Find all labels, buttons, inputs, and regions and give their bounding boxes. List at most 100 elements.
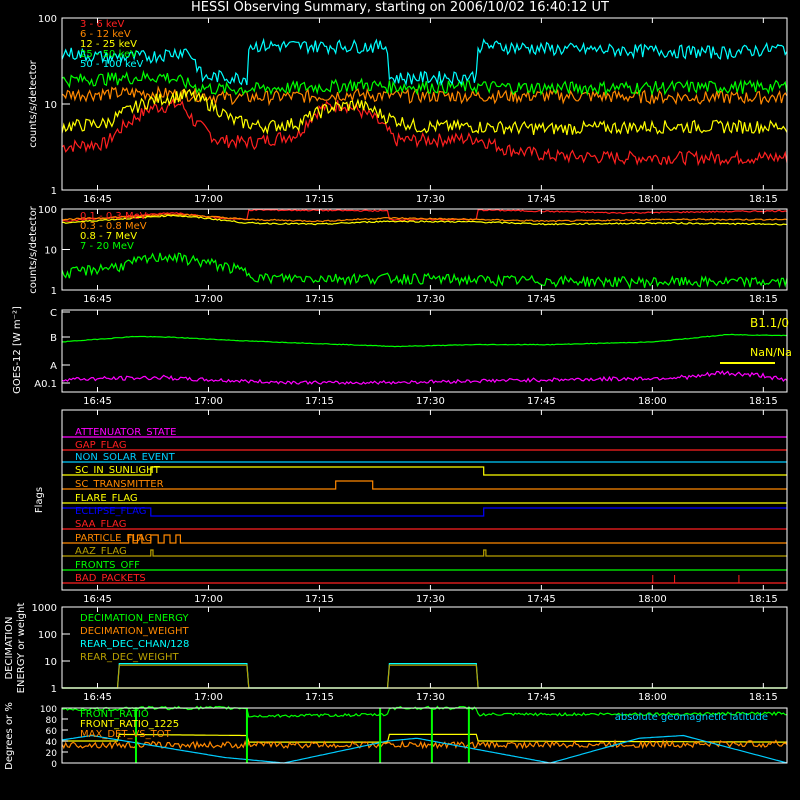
x-tick-label: 17:00	[194, 194, 223, 205]
x-tick-label: 18:15	[749, 594, 778, 605]
legend-entry: REAR_DEC_WEIGHT	[80, 652, 179, 663]
x-tick-label: 16:45	[83, 294, 112, 305]
legend-entry: 7 - 20 MeV	[80, 241, 134, 252]
legend-entry: 3 - 6 keV	[80, 19, 124, 30]
x-tick-label: 16:45	[83, 194, 112, 205]
series-line	[61, 213, 788, 223]
series-line	[61, 252, 788, 290]
x-tick-label: 18:15	[749, 692, 778, 703]
legend-entry: 12 - 25 keV	[80, 39, 137, 50]
panel-flags-time-axis: 16:45 17:00 17:15 17:30 17:45 18:00 18:15	[83, 410, 778, 605]
series-line	[62, 664, 787, 689]
panel-decimation-frame	[61, 606, 788, 689]
legend-entry: 50 - 100 keV	[80, 59, 144, 70]
legend-entry: 0.1 - 0.3 MeV	[80, 211, 147, 222]
y-tick-label: 1	[51, 186, 57, 197]
y-axis-label: counts/s/detector	[28, 205, 39, 293]
flag-label: AAZ_FLAG	[75, 546, 127, 557]
flag-label: FLARE_FLAG	[75, 493, 138, 504]
y-tick-label: 100	[38, 205, 57, 216]
series-line	[61, 734, 788, 764]
y-tick-label: A	[50, 361, 57, 372]
flag-label: BAD_PACKETS	[75, 573, 146, 584]
x-tick-label: 17:45	[527, 294, 556, 305]
y-tick-label: 0	[51, 760, 57, 770]
panel-decimation-time-axis: 16:45 17:00 17:15 17:30 17:45 18:00 18:15	[83, 607, 778, 703]
flag-label: SAA_FLAG	[75, 519, 126, 530]
legend-entry: DECIMATION_WEIGHT	[80, 626, 189, 637]
goes-class-label: B1.1/0	[750, 316, 789, 330]
legend-entry: FRONT_RATIO_1225	[80, 719, 179, 730]
series-line	[61, 88, 788, 136]
flag-line	[62, 534, 787, 544]
y-tick-label: 60	[46, 727, 58, 737]
panel-goes: A0.1 A B C	[34, 308, 788, 390]
panel-high-energy-time-axis: 16:45 17:00 17:15 17:30 17:45 18:00 18:15	[83, 209, 778, 305]
panel-flags-frame	[61, 409, 788, 591]
y-tick-label: 1	[51, 684, 57, 695]
legend-entry: FRONT_RATIO	[80, 709, 149, 720]
flag-line	[62, 466, 787, 476]
panel-goes-frame	[61, 309, 788, 393]
x-tick-label: 17:45	[527, 594, 556, 605]
x-tick-label: 17:00	[194, 594, 223, 605]
y-tick-label: A0.1	[34, 379, 57, 390]
x-tick-label: 17:30	[416, 294, 445, 305]
flag-label: ATTENUATOR_STATE	[75, 427, 176, 438]
x-tick-label: 17:15	[305, 294, 334, 305]
x-tick-label: 16:45	[83, 396, 112, 407]
series-line	[62, 333, 787, 348]
legend-entry: REAR_DEC_CHAN/128	[80, 639, 189, 650]
x-tick-label: 17:30	[416, 194, 445, 205]
y-axis-label: GOES-12 [W m⁻²]	[12, 306, 23, 394]
series-line	[61, 69, 788, 97]
flag-label: FRONTS_OFF	[75, 560, 140, 571]
y-axis-label: DECIMATION	[4, 616, 15, 679]
y-tick-label: 100	[38, 630, 57, 641]
y-tick-label: 10	[44, 100, 57, 111]
y-tick-label: 10	[44, 657, 57, 668]
x-tick-label: 17:15	[305, 194, 334, 205]
x-tick-label: 17:30	[416, 692, 445, 703]
x-tick-label: 16:45	[83, 594, 112, 605]
panel-low-energy-frame	[61, 17, 788, 191]
series-line	[61, 85, 788, 107]
y-axis-label: Degrees or %	[4, 702, 15, 770]
series-line	[62, 663, 787, 689]
flag-line	[62, 480, 787, 490]
y-axis-label: Flags	[34, 487, 45, 513]
y-tick-label: 100	[38, 14, 57, 25]
y-tick-label: 1	[51, 286, 57, 297]
x-tick-label: 17:15	[305, 692, 334, 703]
x-tick-label: 18:15	[749, 194, 778, 205]
flag-label: SC_IN_SUNLIGHT	[75, 465, 161, 476]
x-tick-label: 17:15	[305, 594, 334, 605]
panel-ratios-frame	[61, 707, 788, 764]
y-axis-label: ENERGY or weight	[16, 603, 27, 694]
y-tick-label: 10	[44, 246, 57, 257]
x-tick-label: 17:00	[194, 692, 223, 703]
x-tick-label: 17:30	[416, 594, 445, 605]
x-tick-label: 18:00	[638, 294, 667, 305]
panel-low-energy-time-axis: 16:45 17:00 17:15 17:30 17:45 18:00 18:15	[83, 18, 778, 205]
x-tick-label: 17:45	[527, 396, 556, 407]
legend-entry: 25 - 50 keV	[80, 49, 137, 60]
series-line	[61, 214, 788, 226]
x-tick-label: 17:45	[527, 194, 556, 205]
x-tick-label: 18:00	[638, 692, 667, 703]
chart-title: HESSI Observing Summary, starting on 200…	[191, 0, 609, 15]
goes-nan-label: NaN/Na	[750, 346, 792, 359]
x-tick-label: 18:00	[638, 396, 667, 407]
y-tick-label: 100	[40, 705, 57, 715]
legend-entry: 0.8 - 7 MeV	[80, 231, 137, 242]
flag-line	[62, 549, 787, 557]
series-line	[61, 37, 788, 87]
flag-label: PARTICLE_FLAG	[75, 533, 152, 544]
x-tick-label: 17:45	[527, 692, 556, 703]
panel-goes-time-axis: 16:45 17:00 17:15 17:30 17:45 18:00 18:15	[83, 310, 778, 407]
x-tick-label: 18:00	[638, 594, 667, 605]
y-axis-label: counts/s/detector	[28, 59, 39, 147]
legend-entry: DECIMATION_ENERGY	[80, 613, 189, 624]
series-line	[61, 370, 788, 386]
